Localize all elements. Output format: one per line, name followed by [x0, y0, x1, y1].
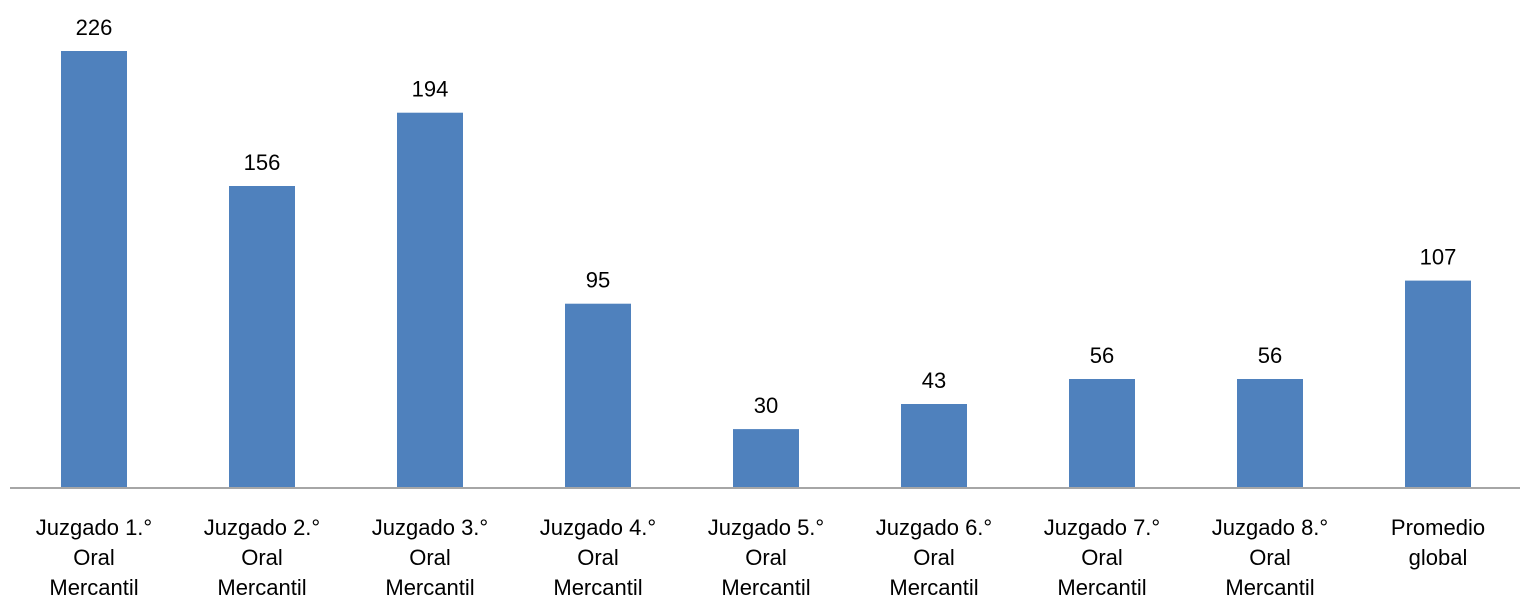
category-label-line: Oral: [577, 545, 619, 570]
data-label-2: 156: [244, 150, 281, 175]
bar-1: [61, 51, 127, 487]
category-label-line: Juzgado 4.°: [540, 515, 656, 540]
bar-2: [229, 186, 295, 487]
category-label-line: Juzgado 7.°: [1044, 515, 1160, 540]
category-label-line: Oral: [1249, 545, 1291, 570]
category-label-5: Juzgado 5.° Oral Mercantil: [708, 515, 824, 600]
category-label-line: Mercantil: [217, 575, 306, 600]
category-label-line: Mercantil: [49, 575, 138, 600]
category-label-line: Oral: [913, 545, 955, 570]
bar-7: [1069, 379, 1135, 487]
category-label-line: Promedio: [1391, 515, 1485, 540]
category-label-line: Juzgado 1.°: [36, 515, 152, 540]
data-label-3: 194: [412, 77, 449, 102]
category-label-8: Juzgado 8.° Oral Mercantil: [1212, 515, 1328, 600]
category-label-3: Juzgado 3.° Oral Mercantil: [372, 515, 488, 600]
category-labels-group: Juzgado 1.° Oral Mercantil Juzgado 2.° Oral M…: [36, 515, 1485, 600]
category-label-9: Promedio global: [1391, 515, 1485, 570]
category-label-1: Juzgado 1.° Oral Mercantil: [36, 515, 152, 600]
category-label-line: Mercantil: [721, 575, 810, 600]
category-label-line: Oral: [1081, 545, 1123, 570]
bar-6: [901, 404, 967, 487]
data-label-4: 95: [586, 268, 610, 293]
category-label-line: Mercantil: [385, 575, 474, 600]
data-label-8: 56: [1258, 343, 1282, 368]
data-label-1: 226: [76, 15, 113, 40]
data-label-9: 107: [1420, 245, 1457, 270]
category-label-line: global: [1409, 545, 1468, 570]
data-label-6: 43: [922, 368, 946, 393]
bar-8: [1237, 379, 1303, 487]
data-label-7: 56: [1090, 343, 1114, 368]
category-label-line: Oral: [745, 545, 787, 570]
category-label-line: Mercantil: [1057, 575, 1146, 600]
bar-5: [733, 429, 799, 487]
data-label-5: 30: [754, 393, 778, 418]
category-label-4: Juzgado 4.° Oral Mercantil: [540, 515, 656, 600]
bars-group: [61, 51, 1471, 487]
category-label-6: Juzgado 6.° Oral Mercantil: [876, 515, 992, 600]
category-label-7: Juzgado 7.° Oral Mercantil: [1044, 515, 1160, 600]
category-label-line: Juzgado 5.°: [708, 515, 824, 540]
category-label-line: Mercantil: [889, 575, 978, 600]
category-label-line: Oral: [241, 545, 283, 570]
bar-4: [565, 303, 631, 487]
category-label-line: Oral: [409, 545, 451, 570]
category-label-line: Oral: [73, 545, 115, 570]
category-label-line: Juzgado 6.°: [876, 515, 992, 540]
data-labels-group: 226 156 194 95 30 43 56 56 107: [76, 15, 1457, 418]
category-label-line: Juzgado 8.°: [1212, 515, 1328, 540]
category-label-line: Juzgado 3.°: [372, 515, 488, 540]
category-label-line: Mercantil: [553, 575, 642, 600]
category-label-2: Juzgado 2.° Oral Mercantil: [204, 515, 320, 600]
bar-3: [397, 112, 463, 487]
bar-9: [1405, 280, 1471, 487]
category-label-line: Mercantil: [1225, 575, 1314, 600]
category-label-line: Juzgado 2.°: [204, 515, 320, 540]
